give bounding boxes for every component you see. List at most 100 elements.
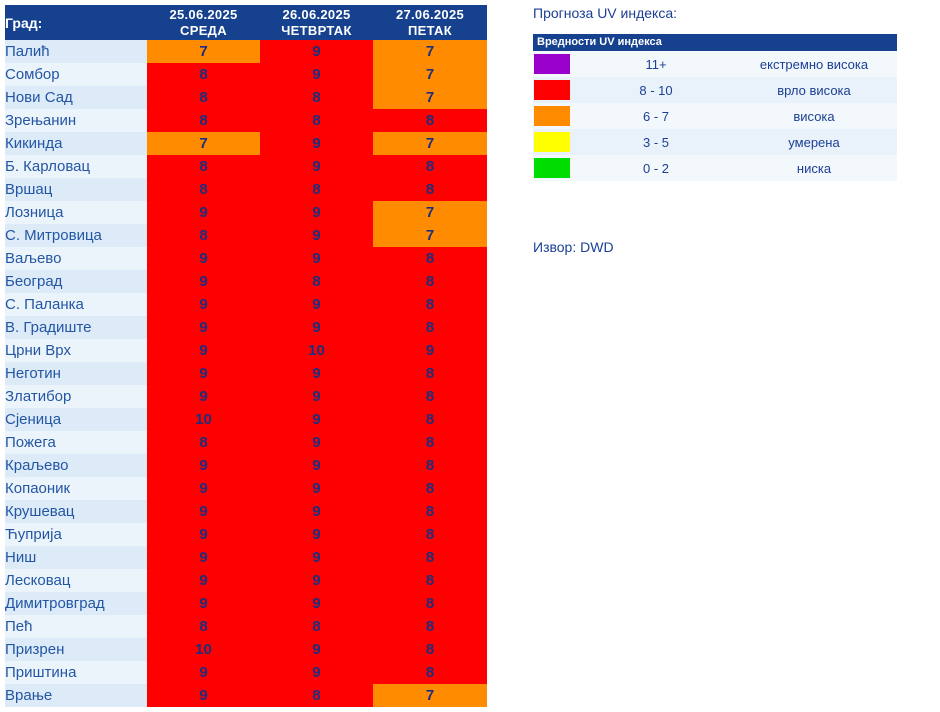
legend-swatch-cell	[533, 132, 581, 152]
legend-swatch-cell	[533, 80, 581, 100]
city-column-header: Град:	[5, 5, 147, 40]
uv-value-cell: 8	[147, 431, 260, 454]
uv-value-cell: 9	[147, 523, 260, 546]
legend-color-swatch	[534, 132, 570, 152]
city-name: Приштина	[5, 661, 147, 684]
uv-value-cell: 8	[260, 86, 373, 109]
uv-value-cell: 7	[373, 132, 487, 155]
uv-value-cell: 9	[260, 201, 373, 224]
uv-value-cell: 9	[260, 477, 373, 500]
source-text: Извор: DWD	[533, 239, 614, 255]
uv-value-cell: 9	[147, 454, 260, 477]
uv-value-cell: 8	[373, 592, 487, 615]
uv-value-cell: 8	[373, 454, 487, 477]
uv-value-cell: 8	[147, 86, 260, 109]
legend-color-swatch	[534, 54, 570, 74]
table-row: Кикинда 7 9 7	[5, 132, 487, 155]
legend-panel: Прогноза UV индекса: Вредности UV индекс…	[533, 5, 897, 255]
uv-value-cell: 8	[260, 270, 373, 293]
table-row: Копаоник 9 9 8	[5, 477, 487, 500]
uv-value-cell: 8	[260, 109, 373, 132]
uv-value-cell: 9	[260, 155, 373, 178]
legend-table-header: Вредности UV индекса	[533, 34, 897, 51]
uv-value-cell: 7	[373, 684, 487, 707]
uv-value-cell: 9	[260, 546, 373, 569]
city-name: Вршац	[5, 178, 147, 201]
city-name: Врање	[5, 684, 147, 707]
city-name: Зрењанин	[5, 109, 147, 132]
uv-value-cell: 8	[373, 523, 487, 546]
uv-value-cell: 10	[147, 408, 260, 431]
uv-value-cell: 9	[260, 569, 373, 592]
uv-value-cell: 8	[373, 431, 487, 454]
legend-color-swatch	[534, 80, 570, 100]
city-name: Крушевац	[5, 500, 147, 523]
city-name: Призрен	[5, 638, 147, 661]
header-day: СРЕДА	[180, 22, 227, 38]
uv-table-body: Палић 7 9 7 Сомбор 8 9 7 Нови Сад 8 8 7 Зрењанин 8 8 8 К…	[5, 40, 487, 707]
city-name: Неготин	[5, 362, 147, 385]
table-row: Лесковац 9 9 8	[5, 569, 487, 592]
header-row: Град: 25.06.2025 СРЕДА 26.06.2025 ЧЕТВРТ…	[5, 5, 487, 40]
table-row: Приштина 9 9 8	[5, 661, 487, 684]
city-name: Црни Врх	[5, 339, 147, 362]
uv-value-cell: 10	[260, 339, 373, 362]
legend-label: умерена	[788, 134, 840, 150]
uv-value-cell: 9	[260, 500, 373, 523]
uv-value-cell: 9	[147, 247, 260, 270]
uv-value-cell: 9	[260, 40, 373, 63]
uv-value-cell: 9	[260, 523, 373, 546]
uv-value-cell: 9	[260, 592, 373, 615]
header-date: 25.06.2025	[169, 6, 238, 22]
table-row: Сјеница 10 9 8	[5, 408, 487, 431]
uv-value-cell: 9	[147, 546, 260, 569]
uv-value-cell: 8	[373, 477, 487, 500]
uv-value-cell: 7	[147, 40, 260, 63]
table-row: С. Паланка 9 9 8	[5, 293, 487, 316]
uv-value-cell: 9	[260, 293, 373, 316]
date-column-header-wednesday: 25.06.2025 СРЕДА	[147, 5, 260, 40]
city-name: Нови Сад	[5, 86, 147, 109]
uv-value-cell: 9	[260, 385, 373, 408]
legend-color-swatch	[534, 158, 570, 178]
uv-value-cell: 9	[147, 592, 260, 615]
table-row: Пожега 8 9 8	[5, 431, 487, 454]
uv-value-cell: 8	[373, 546, 487, 569]
date-column-header-friday: 27.06.2025 ПЕТАК	[373, 5, 487, 40]
uv-value-cell: 7	[373, 40, 487, 63]
uv-value-cell: 7	[373, 201, 487, 224]
uv-value-cell: 9	[147, 684, 260, 707]
legend-label: висока	[793, 108, 835, 124]
header-date: 26.06.2025	[282, 6, 351, 22]
date-column-header-thursday: 26.06.2025 ЧЕТВРТАК	[260, 5, 373, 40]
table-row: Ваљево 9 9 8	[5, 247, 487, 270]
table-row: С. Митровица 8 9 7	[5, 224, 487, 247]
table-row: Неготин 9 9 8	[5, 362, 487, 385]
uv-value-cell: 8	[373, 316, 487, 339]
table-row: Врање 9 8 7	[5, 684, 487, 707]
uv-table-header: Град: 25.06.2025 СРЕДА 26.06.2025 ЧЕТВРТ…	[5, 5, 487, 40]
uv-value-cell: 9	[260, 408, 373, 431]
header-day: ПЕТАК	[408, 22, 452, 38]
uv-value-cell: 9	[147, 362, 260, 385]
city-name: Лесковац	[5, 569, 147, 592]
uv-value-cell: 8	[373, 270, 487, 293]
city-name: Сомбор	[5, 63, 147, 86]
legend-row: 6 - 7 висока	[533, 103, 897, 129]
uv-value-cell: 8	[147, 155, 260, 178]
uv-value-cell: 9	[260, 362, 373, 385]
uv-value-cell: 8	[147, 63, 260, 86]
city-name: Београд	[5, 270, 147, 293]
uv-value-cell: 8	[373, 178, 487, 201]
city-name: Пожега	[5, 431, 147, 454]
uv-value-cell: 8	[373, 661, 487, 684]
uv-value-cell: 9	[260, 132, 373, 155]
uv-value-cell: 8	[373, 155, 487, 178]
legend-range: 8 - 10	[639, 82, 673, 98]
table-row: Нови Сад 8 8 7	[5, 86, 487, 109]
city-name: Палић	[5, 40, 147, 63]
uv-value-cell: 9	[260, 247, 373, 270]
uv-value-cell: 8	[373, 109, 487, 132]
uv-value-cell: 9	[260, 661, 373, 684]
city-name: Златибор	[5, 385, 147, 408]
